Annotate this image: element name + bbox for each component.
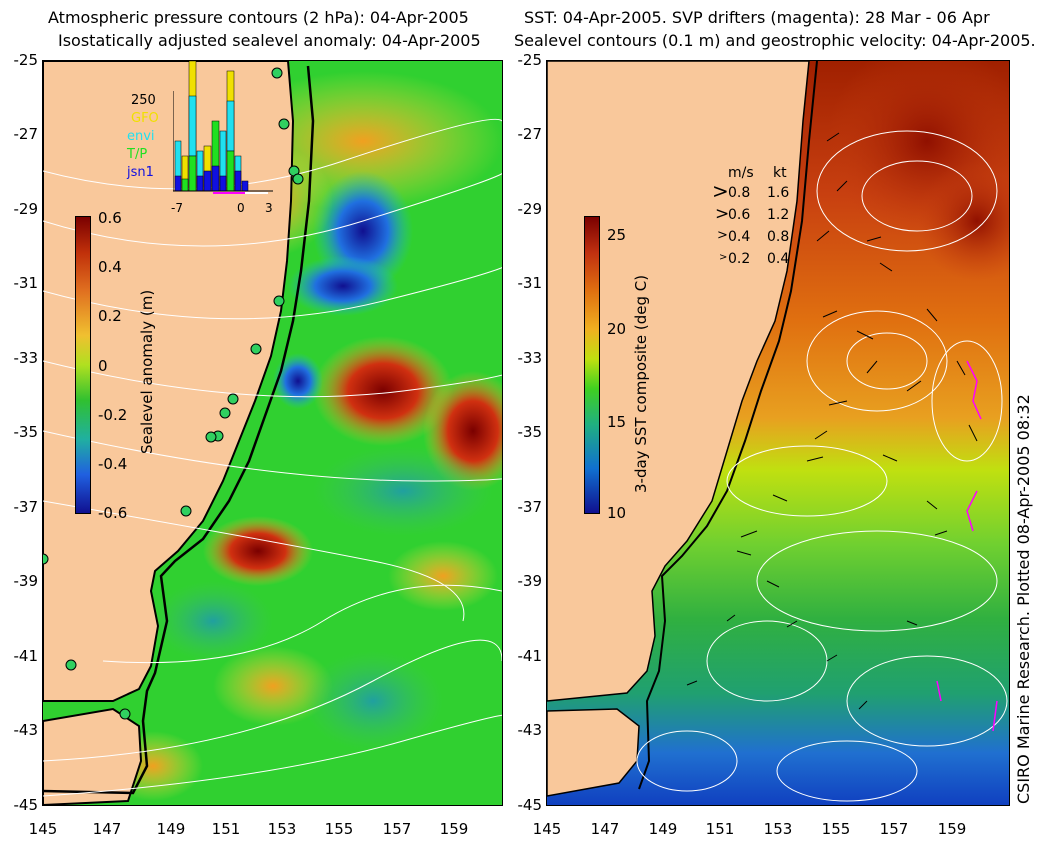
left-ytick-0: -25 (0, 51, 38, 69)
sealevel-map-panel: 250 GFO envi T/P jsn1 -7 0 3 0.6 0.4 0.2… (42, 60, 503, 806)
left-xtick-3: 151 (206, 820, 246, 838)
right-xtick-0: 145 (527, 820, 567, 838)
sl-cb-tick-3: 0 (98, 357, 108, 375)
left-xtick-7: 159 (434, 820, 474, 838)
velocity-key-kt-0: 1.6 (767, 185, 789, 201)
satellite-histogram (173, 61, 273, 201)
velocity-key-header-kt: kt (773, 165, 787, 181)
velocity-arrow-3-icon: > (719, 252, 727, 263)
right-xtick-4: 153 (758, 820, 798, 838)
left-ytick-3: -31 (0, 274, 38, 292)
right-xtick-2: 149 (643, 820, 683, 838)
sst-cb-tick-1: 20 (607, 320, 626, 338)
sl-cb-tick-1: 0.4 (98, 258, 122, 276)
left-ytick-9: -43 (0, 721, 38, 739)
sst-colorbar (584, 216, 600, 514)
inset-legend-gfo: GFO (131, 111, 159, 126)
inset-legend-jsn1: jsn1 (127, 165, 154, 180)
velocity-key-header-ms: m/s (728, 165, 754, 181)
inset-legend-tp: T/P (127, 147, 147, 162)
histogram-bars (175, 61, 248, 191)
inset-xtick-max: 3 (265, 201, 273, 215)
right-title-line1: SST: 04-Apr-2005. SVP drifters (magenta)… (524, 8, 990, 28)
left-ytick-2: -29 (0, 200, 38, 218)
sst-map-panel: m/s kt > 0.8 1.6 > 0.6 1.2 > 0.4 0.8 > 0… (546, 60, 1010, 806)
right-ytick-4: -33 (504, 349, 542, 367)
right-ytick-1: -27 (504, 125, 542, 143)
right-xtick-6: 157 (874, 820, 914, 838)
velocity-key-ms-2: 0.4 (728, 229, 750, 245)
left-xtick-2: 149 (151, 820, 191, 838)
anomaly-orange-se (388, 541, 498, 611)
left-ytick-1: -27 (0, 125, 38, 143)
velocity-key-ms-1: 0.6 (728, 207, 750, 223)
right-ytick-7: -39 (504, 572, 542, 590)
right-ytick-8: -41 (504, 647, 542, 665)
velocity-key-kt-2: 0.8 (767, 229, 789, 245)
left-ytick-6: -37 (0, 498, 38, 516)
sl-cb-tick-5: -0.4 (98, 455, 127, 473)
left-ytick-7: -39 (0, 572, 38, 590)
velocity-key-ms-3: 0.2 (728, 251, 750, 267)
anomaly-blue-coastal (273, 353, 323, 409)
anomaly-red-south (203, 516, 313, 586)
inset-xtick-min: -7 (171, 201, 183, 215)
sst-cb-tick-0: 25 (607, 226, 626, 244)
velocity-key-kt-1: 1.2 (767, 207, 789, 223)
left-title-line1: Atmospheric pressure contours (2 hPa): 0… (48, 8, 469, 28)
left-xtick-6: 157 (377, 820, 417, 838)
sst-cb-tick-2: 15 (607, 413, 626, 431)
anomaly-teal-mid (313, 446, 493, 536)
sl-cb-tick-2: 0.2 (98, 307, 122, 325)
sl-cb-tick-6: -0.6 (98, 504, 127, 522)
right-xtick-7: 159 (932, 820, 972, 838)
left-ytick-5: -35 (0, 423, 38, 441)
sealevel-colorbar (75, 216, 91, 514)
sl-cb-tick-4: -0.2 (98, 406, 127, 424)
inset-xtick-zero: 0 (237, 201, 245, 215)
credit-label: CSIRO Marine Research. Plotted 08-Apr-20… (1014, 394, 1033, 804)
right-xtick-1: 147 (585, 820, 625, 838)
left-xtick-4: 153 (262, 820, 302, 838)
anomaly-blue-north2 (288, 256, 398, 316)
right-xtick-5: 155 (816, 820, 856, 838)
velocity-key-ms-0: 0.8 (728, 185, 750, 201)
inset-legend-envi: envi (127, 129, 155, 144)
velocity-key-kt-3: 0.4 (767, 251, 789, 267)
sl-colorbar-label: Sealevel anomaly (m) (138, 290, 156, 454)
right-ytick-6: -37 (504, 498, 542, 516)
satellite-inset (173, 61, 273, 201)
sst-cb-tick-3: 10 (607, 504, 626, 522)
velocity-arrow-2-icon: > (717, 228, 728, 243)
right-ytick-2: -29 (504, 200, 542, 218)
left-ytick-10: -45 (0, 796, 38, 814)
right-ytick-0: -25 (504, 51, 542, 69)
left-ytick-4: -33 (0, 349, 38, 367)
inset-y-label: 250 (131, 93, 156, 108)
left-xtick-0: 145 (23, 820, 63, 838)
sst-colorbar-label: 3-day SST composite (deg C) (632, 275, 650, 493)
right-ytick-3: -31 (504, 274, 542, 292)
left-ytick-8: -41 (0, 647, 38, 665)
right-xtick-3: 151 (700, 820, 740, 838)
left-xtick-5: 155 (319, 820, 359, 838)
left-xtick-1: 147 (87, 820, 127, 838)
right-ytick-9: -43 (504, 721, 542, 739)
left-title-line2: Isostatically adjusted sealevel anomaly:… (58, 31, 481, 51)
right-ytick-10: -45 (504, 796, 542, 814)
right-title-line2: Sealevel contours (0.1 m) and geostrophi… (514, 31, 1036, 51)
velocity-arrow-0-icon: > (712, 179, 729, 203)
right-ytick-5: -35 (504, 423, 542, 441)
sl-cb-tick-0: 0.6 (98, 209, 122, 227)
